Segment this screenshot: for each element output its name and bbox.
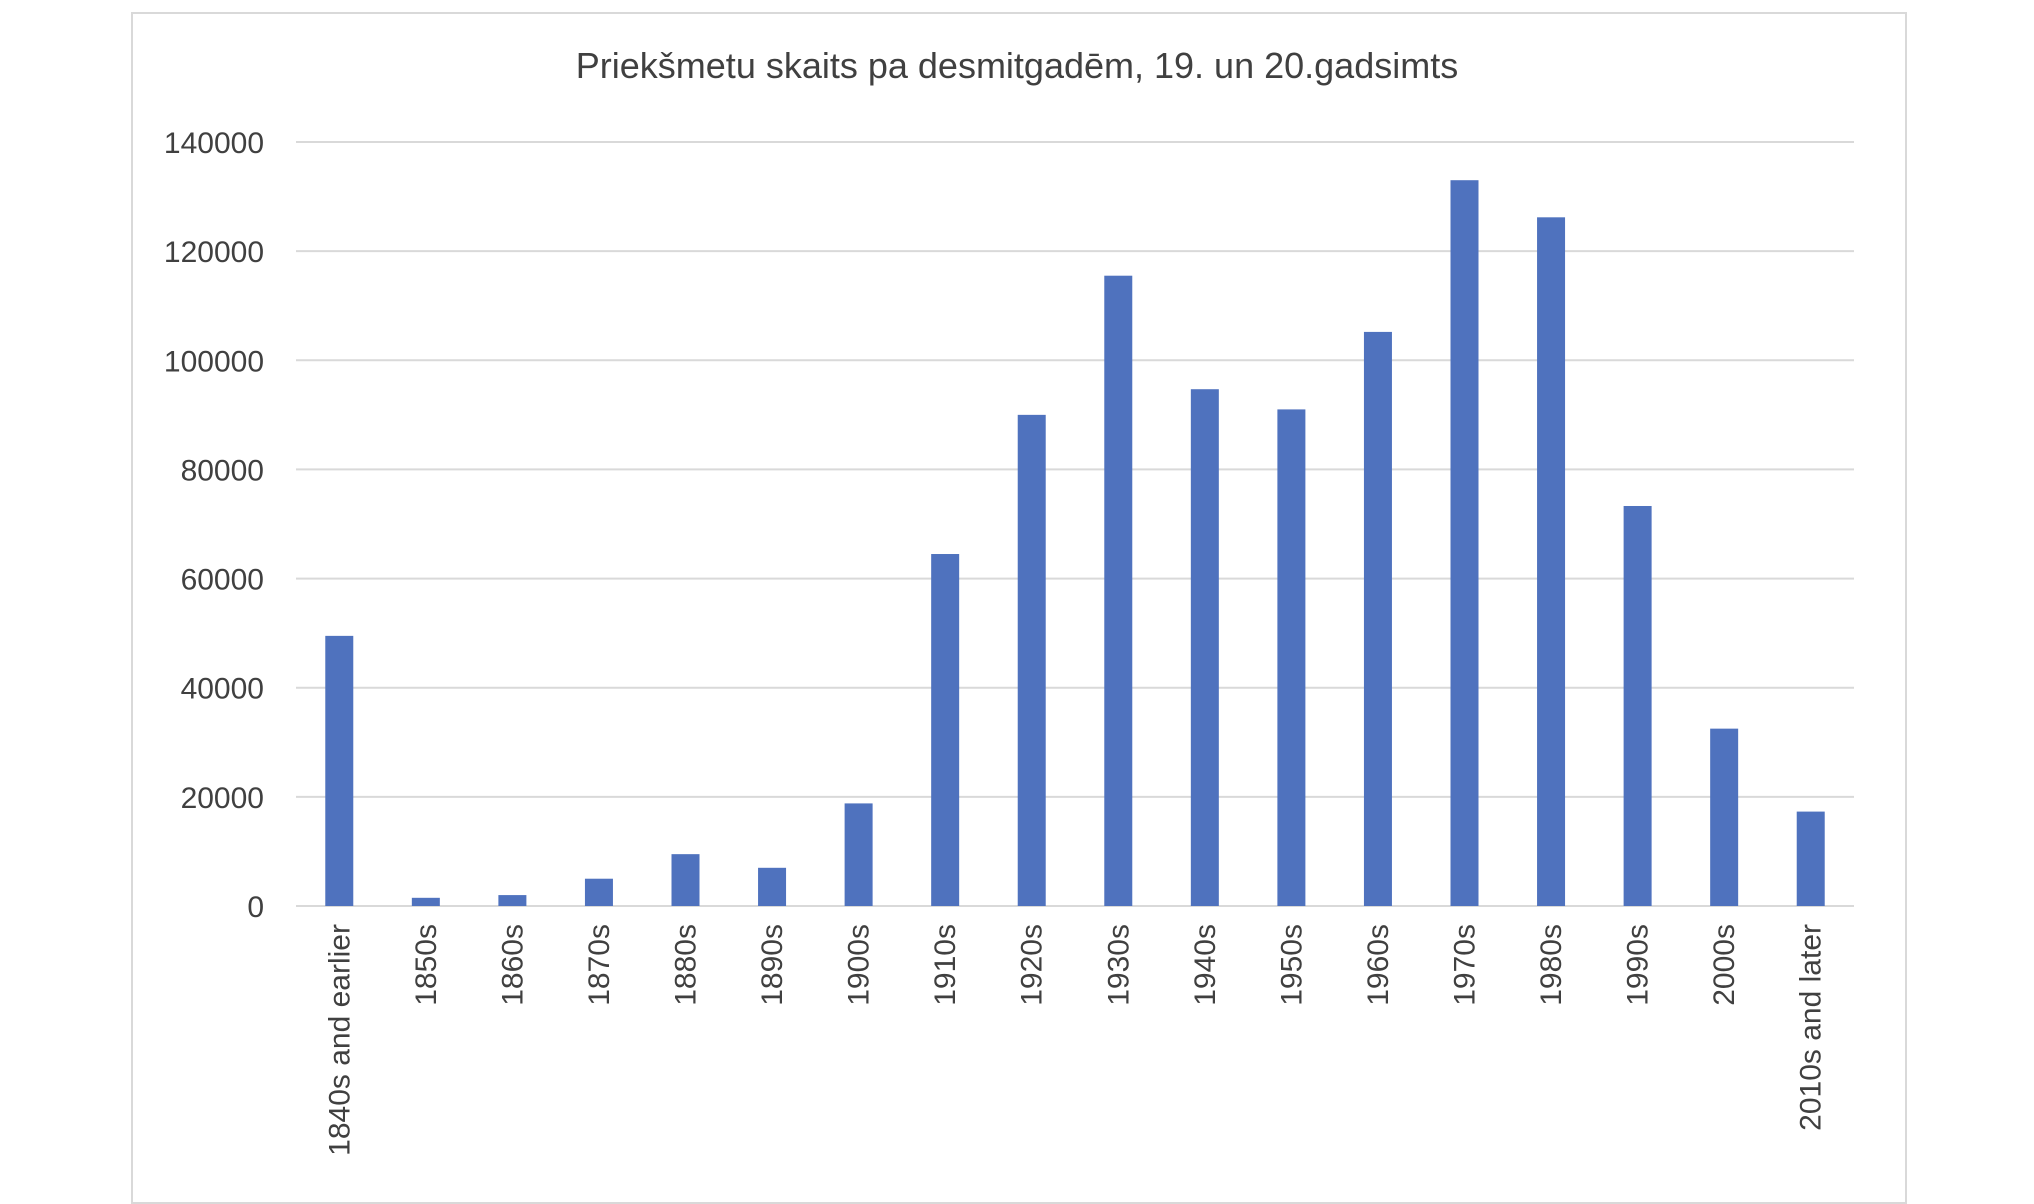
x-tick-label: 1940s: [1189, 924, 1222, 1006]
bar: [1104, 275, 1133, 906]
y-axis-tick-labels: 0 20000 40000 60000 80000 100000 120000 140000: [164, 127, 264, 924]
bar: [325, 635, 354, 906]
x-tick-label: 1970s: [1449, 924, 1482, 1006]
y-tick-label: 80000: [181, 454, 264, 487]
x-tick-label: 1840s and earlier: [323, 924, 356, 1156]
x-tick-label: 1960s: [1362, 924, 1395, 1006]
x-tick-label: 1860s: [496, 924, 529, 1006]
y-tick-label: 0: [247, 891, 264, 924]
x-tick-label: 2000s: [1708, 924, 1741, 1006]
x-tick-label: 1850s: [410, 924, 443, 1006]
bar: [1450, 180, 1479, 906]
x-tick-label: 1910s: [929, 924, 962, 1006]
y-tick-label: 40000: [181, 673, 264, 706]
x-tick-label: 2010s and later: [1795, 924, 1828, 1131]
x-tick-label: 1920s: [1016, 924, 1049, 1006]
x-tick-label: 1890s: [756, 924, 789, 1006]
x-tick-label: 1980s: [1535, 924, 1568, 1006]
bar: [1017, 414, 1046, 906]
x-tick-label: 1880s: [670, 924, 703, 1006]
bar: [758, 867, 787, 906]
y-tick-label: 120000: [164, 236, 264, 269]
x-tick-label: 1900s: [843, 924, 876, 1006]
bar: [931, 554, 960, 906]
bar: [1623, 505, 1652, 906]
y-tick-label: 20000: [181, 782, 264, 815]
y-tick-label: 60000: [181, 564, 264, 597]
x-tick-label: 1930s: [1102, 924, 1135, 1006]
y-tick-label: 100000: [164, 345, 264, 378]
bar: [1710, 728, 1739, 906]
gridlines: [296, 141, 1854, 907]
bar: [411, 897, 440, 906]
x-tick-label: 1950s: [1275, 924, 1308, 1006]
chart-title: Priekšmetu skaits pa desmitgadēm, 19. un…: [576, 45, 1458, 86]
bar: [1190, 389, 1219, 906]
y-tick-label: 140000: [164, 127, 264, 160]
x-tick-label: 1870s: [583, 924, 616, 1006]
bar: [1363, 331, 1392, 906]
bar: [671, 854, 700, 906]
bars: [325, 180, 1825, 906]
bar: [1796, 811, 1825, 906]
bar: [584, 878, 613, 906]
bar: [1277, 409, 1306, 906]
x-axis-tick-labels: 1840s and earlier 1850s 1860s 1870s 1880s 189…: [323, 924, 1827, 1156]
bar: [498, 895, 527, 906]
bar: [844, 803, 873, 906]
x-tick-label: 1990s: [1622, 924, 1655, 1006]
bar: [1537, 217, 1566, 906]
